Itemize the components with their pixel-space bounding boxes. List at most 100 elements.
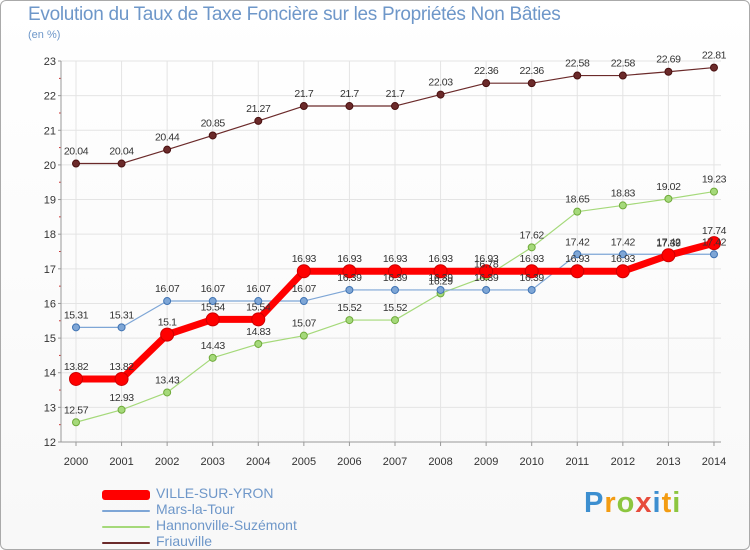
- x-tick-label: 2013: [656, 456, 680, 468]
- legend-label-friauville: Friauville: [156, 533, 213, 549]
- data-label-mars-la-tour: 17.42: [656, 236, 681, 248]
- data-label-ville-sur-yron: 16.93: [383, 253, 408, 265]
- x-tick-label: 2000: [64, 456, 88, 468]
- data-point-friauville: [664, 67, 673, 76]
- data-point-friauville: [390, 102, 399, 111]
- x-tick-label: 2004: [246, 456, 270, 468]
- logo-letter: r: [604, 487, 617, 519]
- proxiti-logo: Proxiti: [584, 487, 681, 520]
- data-label-mars-la-tour: 16.07: [292, 283, 317, 295]
- data-label-ville-sur-yron: 16.93: [428, 253, 453, 265]
- legend-swatch-mars-la-tour: [102, 510, 150, 512]
- data-label-mars-la-tour: 16.39: [474, 272, 499, 284]
- data-point-ville-sur-yron: [296, 264, 311, 279]
- legend-swatch-friauville: [102, 542, 150, 544]
- data-point-friauville: [163, 145, 172, 154]
- data-label-mars-la-tour: 16.39: [428, 272, 453, 284]
- data-point-friauville: [299, 102, 308, 111]
- tick-labels: 12 13 14 15 16 17 18 19 20 21 22 23 2000 2001 2002 2003…: [44, 56, 726, 468]
- y-tick-label: 17: [44, 264, 56, 276]
- series-lines: [69, 63, 721, 427]
- data-point-hannonville-suzemont: [208, 353, 217, 362]
- data-point-ville-sur-yron: [661, 248, 676, 263]
- data-label-friauville: 22.81: [702, 50, 727, 62]
- data-label-hannonville-suzemont: 14.83: [246, 326, 271, 338]
- legend-item-hannonville-suzemont: Hannonville-Suzémont: [102, 517, 342, 535]
- legend-label-ville-sur-yron: VILLE-SUR-YRON: [156, 485, 274, 501]
- data-point-friauville: [208, 131, 217, 140]
- data-label-ville-sur-yron: 16.93: [520, 253, 545, 265]
- logo-letter: x: [635, 487, 653, 519]
- data-label-hannonville-suzemont: 12.93: [109, 392, 134, 404]
- data-label-friauville: 22.36: [520, 65, 545, 77]
- data-point-mars-la-tour: [618, 250, 627, 259]
- data-label-ville-sur-yron: 15.54: [201, 301, 226, 313]
- y-tick-label: 15: [44, 333, 56, 345]
- data-point-hannonville-suzemont: [163, 388, 172, 397]
- data-label-ville-sur-yron: 15.54: [246, 301, 271, 313]
- data-point-ville-sur-yron: [615, 264, 630, 279]
- data-point-friauville: [117, 159, 126, 168]
- data-point-hannonville-suzemont: [390, 316, 399, 325]
- y-tick-label: 20: [44, 160, 56, 172]
- data-point-mars-la-tour: [299, 297, 308, 306]
- data-point-ville-sur-yron: [433, 264, 448, 279]
- data-label-friauville: 20.04: [64, 146, 89, 158]
- data-point-friauville: [482, 79, 491, 88]
- data-label-friauville: 22.36: [474, 65, 499, 77]
- data-label-hannonville-suzemont: 18.83: [611, 187, 636, 199]
- x-tick-label: 2011: [565, 456, 589, 468]
- x-tick-label: 2009: [474, 456, 498, 468]
- data-point-mars-la-tour: [117, 323, 126, 332]
- data-point-friauville: [254, 116, 263, 125]
- data-point-friauville: [436, 90, 445, 99]
- data-label-mars-la-tour: 16.39: [383, 272, 408, 284]
- data-point-hannonville-suzemont: [618, 201, 627, 210]
- data-label-ville-sur-yron: 16.93: [611, 253, 636, 265]
- logo-letter: o: [616, 487, 636, 519]
- data-label-friauville: 22.58: [611, 58, 636, 70]
- x-tick-label: 2005: [292, 456, 316, 468]
- data-point-ville-sur-yron: [160, 327, 175, 342]
- y-tick-label: 22: [44, 91, 56, 103]
- data-label-mars-la-tour: 16.07: [155, 283, 180, 295]
- data-label-friauville: 21.7: [340, 88, 359, 100]
- data-label-ville-sur-yron: 17.39: [656, 237, 681, 249]
- x-tick-label: 2014: [702, 456, 726, 468]
- data-label-friauville: 20.04: [109, 146, 134, 158]
- data-point-ville-sur-yron: [524, 264, 539, 279]
- data-point-friauville: [527, 79, 536, 88]
- logo-letter: P: [584, 487, 605, 519]
- data-point-mars-la-tour: [254, 297, 263, 306]
- data-label-mars-la-tour: 17.42: [611, 236, 636, 248]
- x-tick-label: 2002: [155, 456, 179, 468]
- data-label-hannonville-suzemont: 19.02: [656, 181, 681, 193]
- data-label-ville-sur-yron: 17.74: [702, 225, 727, 237]
- x-tick-label: 2007: [383, 456, 407, 468]
- y-tick-label: 18: [44, 229, 56, 241]
- data-point-mars-la-tour: [72, 323, 80, 332]
- data-point-ville-sur-yron: [205, 312, 220, 327]
- x-tick-label: 2008: [428, 456, 452, 468]
- data-point-friauville: [345, 102, 354, 111]
- data-point-ville-sur-yron: [251, 312, 266, 327]
- data-point-hannonville-suzemont: [117, 405, 126, 414]
- data-point-hannonville-suzemont: [72, 418, 80, 427]
- data-point-hannonville-suzemont: [345, 316, 354, 325]
- x-tick-label: 2003: [200, 456, 224, 468]
- data-label-mars-la-tour: 17.42: [702, 236, 727, 248]
- data-label-hannonville-suzemont: 15.52: [337, 302, 362, 314]
- legend-item-mars-la-tour: Mars-la-Tour: [102, 501, 342, 519]
- data-label-friauville: 21.7: [294, 88, 313, 100]
- data-point-mars-la-tour: [527, 285, 536, 294]
- data-point-hannonville-suzemont: [664, 194, 673, 203]
- data-label-hannonville-suzemont: 16.78: [474, 258, 499, 270]
- x-tick-label: 2010: [519, 456, 543, 468]
- data-point-ville-sur-yron: [706, 236, 721, 251]
- data-point-hannonville-suzemont: [573, 207, 582, 216]
- data-label-friauville: 21.7: [386, 88, 405, 100]
- data-point-hannonville-suzemont: [299, 331, 308, 340]
- data-label-mars-la-tour: 16.07: [246, 283, 271, 295]
- legend-item-friauville: Friauville: [102, 533, 342, 549]
- data-label-hannonville-suzemont: 18.65: [565, 194, 590, 206]
